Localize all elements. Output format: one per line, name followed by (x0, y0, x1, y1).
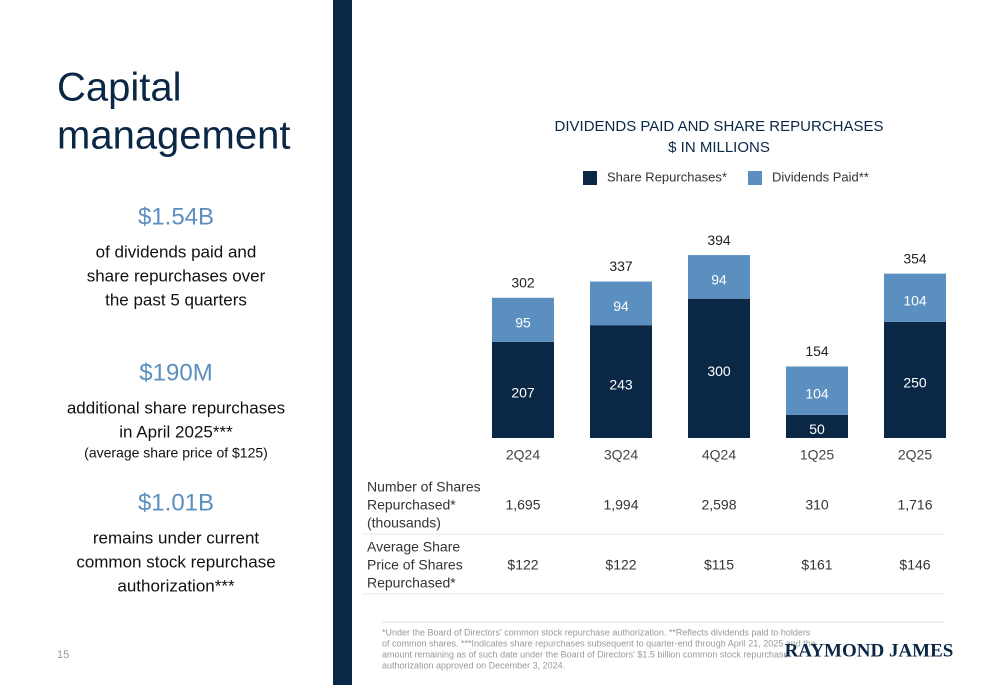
bar-segment (884, 273, 946, 322)
row-label: Number of Shares (367, 479, 481, 495)
table-cell: 1,695 (505, 497, 540, 513)
segment-label: 243 (609, 376, 633, 392)
chart-subtitle: $ IN MILLIONS (668, 139, 770, 156)
total-label: 354 (903, 250, 927, 266)
stat-text: of dividends paid and (96, 242, 257, 261)
table-cell: $122 (605, 557, 636, 573)
total-label: 302 (511, 274, 535, 290)
table-cell: $161 (801, 557, 832, 573)
row-label: Price of Shares (367, 557, 463, 573)
footnote-line: of common shares. ***Indicates share rep… (382, 638, 816, 648)
slide-title: Capital (57, 66, 182, 110)
table-cell: 310 (805, 497, 829, 513)
stat-text: in April 2025*** (119, 422, 233, 441)
x-tick-label: 1Q25 (800, 447, 834, 463)
x-tick-label: 4Q24 (702, 447, 736, 463)
stat-text: common stock repurchase (76, 552, 275, 571)
table-cell: $146 (899, 557, 930, 573)
table-cell: 1,994 (603, 497, 638, 513)
bar-segment (590, 281, 652, 326)
bar-segment (786, 366, 848, 415)
stat-value: $190M (139, 359, 212, 386)
x-tick-label: 3Q24 (604, 447, 638, 463)
row-label: Repurchased* (367, 575, 456, 591)
legend-swatch (748, 171, 762, 185)
total-label: 394 (707, 232, 731, 248)
row-label: Average Share (367, 539, 460, 555)
stat-text: remains under current (93, 528, 260, 547)
row-label: (thousands) (367, 515, 441, 531)
total-label: 154 (805, 343, 829, 359)
row-label: Repurchased* (367, 497, 456, 513)
logo: RAYMOND JAMES (785, 640, 954, 661)
stat-text: share repurchases over (87, 266, 266, 285)
stat-text: the past 5 quarters (105, 290, 247, 309)
segment-label: 104 (805, 385, 829, 401)
bar-segment (786, 414, 848, 438)
stat-text: additional share repurchases (67, 398, 285, 417)
segment-label: 300 (707, 363, 731, 379)
page-number: 15 (57, 649, 69, 661)
legend-label: Dividends Paid** (772, 169, 869, 184)
slide-title: management (57, 114, 290, 158)
segment-label: 250 (903, 375, 927, 391)
bar-segment (884, 321, 946, 438)
bar-segment (688, 298, 750, 438)
total-label: 337 (609, 258, 633, 274)
stat-value: $1.01B (138, 489, 214, 516)
chart-title: DIVIDENDS PAID AND SHARE REPURCHASES (555, 118, 884, 135)
table-cell: 1,716 (897, 497, 932, 513)
stat-value: $1.54B (138, 203, 214, 230)
bar-segment (590, 325, 652, 438)
segment-label: 104 (903, 292, 927, 308)
x-tick-label: 2Q25 (898, 447, 932, 463)
segment-label: 94 (711, 272, 727, 288)
x-tick-label: 2Q24 (506, 447, 540, 463)
bar-segment (492, 341, 554, 438)
footnote-line: *Under the Board of Directors' common st… (382, 627, 811, 637)
segment-label: 50 (809, 421, 825, 437)
segment-label: 94 (613, 298, 629, 314)
divider-stripe (333, 0, 352, 685)
stat-text: authorization*** (117, 576, 235, 595)
footnote-line: amount remaining as of such date under t… (382, 649, 788, 659)
table-cell: $122 (507, 557, 538, 573)
legend-swatch (583, 171, 597, 185)
segment-label: 207 (511, 385, 535, 401)
bar-segment (688, 255, 750, 299)
legend-label: Share Repurchases* (607, 169, 727, 184)
bar-segment (492, 297, 554, 342)
table-cell: $115 (704, 557, 734, 573)
footnote-line: authorization approved on December 3, 20… (382, 660, 565, 670)
table-cell: 2,598 (701, 497, 736, 513)
stat-note: (average share price of $125) (84, 445, 268, 461)
segment-label: 95 (515, 315, 531, 331)
